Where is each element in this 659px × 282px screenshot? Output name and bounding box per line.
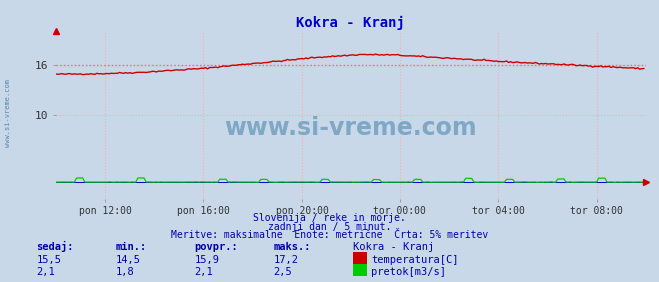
Text: www.si-vreme.com: www.si-vreme.com bbox=[5, 79, 11, 147]
Text: 2,5: 2,5 bbox=[273, 267, 292, 277]
Title: Kokra - Kranj: Kokra - Kranj bbox=[297, 16, 405, 30]
Text: zadnji dan / 5 minut.: zadnji dan / 5 minut. bbox=[268, 222, 391, 232]
Text: Meritve: maksimalne  Enote: metrične  Črta: 5% meritev: Meritve: maksimalne Enote: metrične Črta… bbox=[171, 230, 488, 240]
Text: pretok[m3/s]: pretok[m3/s] bbox=[371, 267, 446, 277]
Text: sedaj:: sedaj: bbox=[36, 241, 74, 252]
Text: temperatura[C]: temperatura[C] bbox=[371, 255, 459, 265]
Text: povpr.:: povpr.: bbox=[194, 242, 238, 252]
Text: 15,5: 15,5 bbox=[36, 255, 61, 265]
Text: 2,1: 2,1 bbox=[194, 267, 213, 277]
Text: 17,2: 17,2 bbox=[273, 255, 299, 265]
Text: Slovenija / reke in morje.: Slovenija / reke in morje. bbox=[253, 213, 406, 223]
Text: 14,5: 14,5 bbox=[115, 255, 140, 265]
Text: www.si-vreme.com: www.si-vreme.com bbox=[225, 116, 477, 140]
Text: 1,8: 1,8 bbox=[115, 267, 134, 277]
Text: min.:: min.: bbox=[115, 242, 146, 252]
Text: 2,1: 2,1 bbox=[36, 267, 55, 277]
Text: maks.:: maks.: bbox=[273, 242, 311, 252]
Text: Kokra - Kranj: Kokra - Kranj bbox=[353, 242, 434, 252]
Text: 15,9: 15,9 bbox=[194, 255, 219, 265]
